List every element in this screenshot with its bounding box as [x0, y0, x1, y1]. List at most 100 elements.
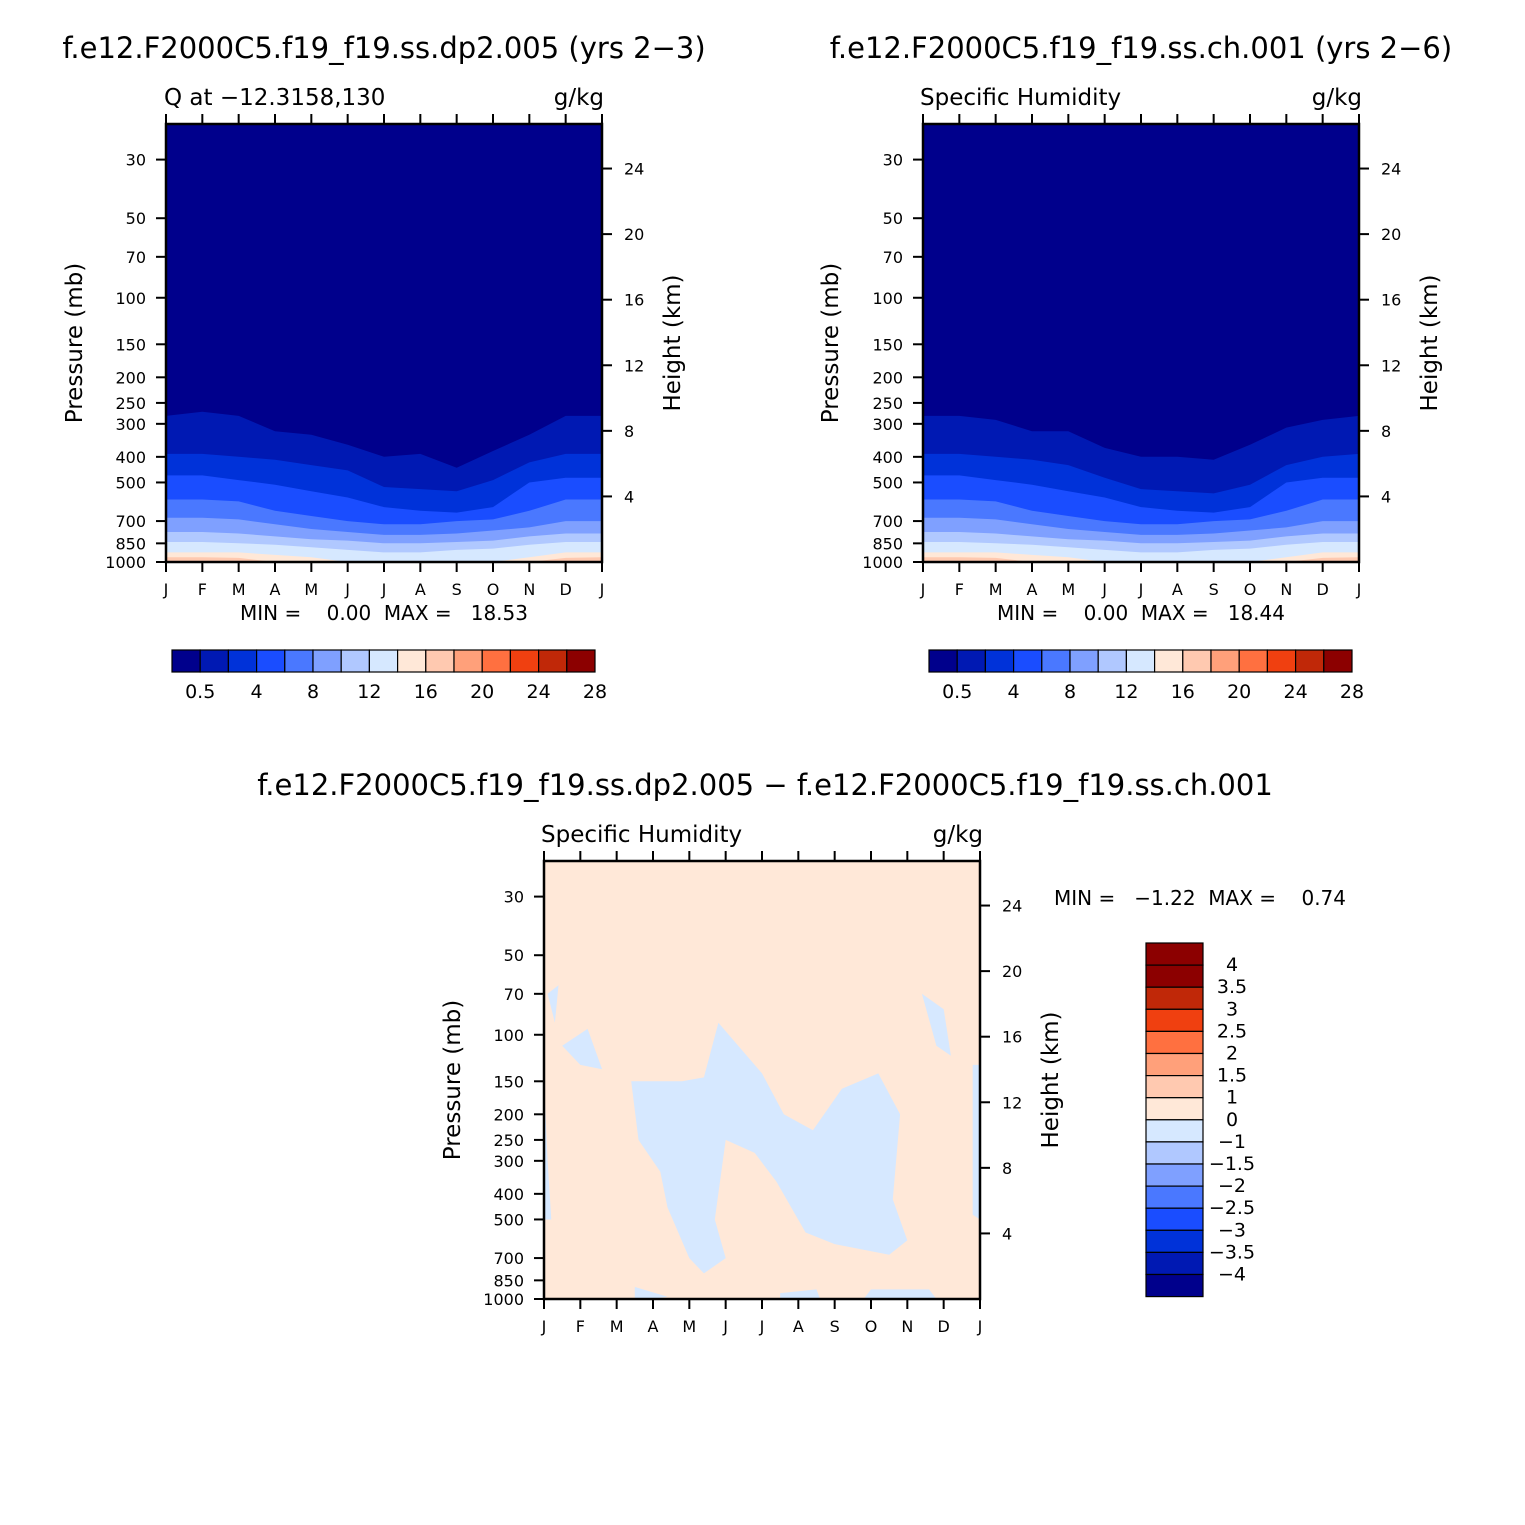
colorbar-label: −2: [1218, 1175, 1246, 1197]
panel-1-ylabel: Pressure (mb): [62, 263, 88, 423]
month-label: O: [1244, 580, 1257, 599]
panel-2-ylabel: Pressure (mb): [818, 263, 844, 423]
panel-2-title: f.e12.F2000C5.f19_f19.ss.ch.001 (yrs 2−6…: [830, 31, 1452, 65]
contour-band-8: [923, 552, 1359, 562]
colorbar-swatch: [1145, 986, 1204, 1010]
pressure-tick-label: 200: [493, 1105, 524, 1124]
colorbar-swatch: [1210, 649, 1240, 673]
colorbar-swatch: [425, 649, 455, 673]
pressure-tick-label: 100: [115, 289, 146, 308]
height-tick-label: 24: [624, 160, 644, 179]
month-label: J: [163, 580, 169, 599]
colorbar-swatch: [171, 649, 201, 673]
contour-band-8: [166, 552, 602, 562]
pressure-tick-label: 500: [493, 1210, 524, 1229]
pressure-tick-label: 400: [872, 448, 903, 467]
colorbar-label: 8: [307, 681, 319, 703]
colorbar-swatch: [1153, 649, 1184, 673]
colorbar-label: −2.5: [1209, 1197, 1255, 1219]
colorbar-swatch: [537, 649, 568, 673]
height-tick-label: 4: [1381, 487, 1391, 506]
colorbar-swatch: [1012, 649, 1043, 673]
month-label: A: [1027, 580, 1038, 599]
colorbar-label: −3: [1218, 1219, 1246, 1241]
colorbar-swatch: [566, 649, 596, 673]
panel-2-left-label: Specific Humidity: [920, 85, 1121, 111]
month-label: D: [560, 580, 572, 599]
colorbar-swatch: [1145, 964, 1204, 988]
pressure-tick-label: 30: [883, 151, 903, 170]
panel-3-y2label: Height (km): [1038, 1011, 1064, 1148]
colorbar-swatch: [1145, 1163, 1204, 1187]
colorbar-label: 0.5: [942, 681, 972, 703]
diff-negative-region: [562, 1028, 603, 1070]
panel-1-contour-fills: [166, 124, 602, 562]
height-tick-label: 12: [624, 356, 644, 375]
month-label: S: [452, 580, 462, 599]
pressure-tick-label: 300: [115, 415, 146, 434]
pressure-tick-label: 200: [115, 368, 146, 387]
colorbar-swatch: [1145, 1207, 1204, 1231]
panel-2-colorbar: 0.5 4 8 12 16 20 24 28: [928, 649, 1364, 703]
pressure-tick-label: 200: [872, 368, 903, 387]
colorbar-label: 16: [414, 681, 438, 703]
colorbar-label: 28: [1340, 681, 1364, 703]
month-label: J: [344, 580, 350, 599]
height-tick-label: 12: [1381, 356, 1401, 375]
colorbar-swatch: [1145, 1008, 1204, 1032]
diff-negative-region: [780, 1289, 821, 1299]
colorbar-swatch: [984, 649, 1015, 673]
colorbar-label: 0: [1226, 1109, 1238, 1131]
pressure-tick-label: 100: [493, 1026, 524, 1045]
height-tick-label: 4: [624, 487, 634, 506]
panel-1-stats: MIN = 0.00 MAX = 18.53: [240, 601, 528, 625]
height-tick-label: 8: [624, 422, 634, 441]
colorbar-label: 2: [1226, 1043, 1238, 1065]
colorbar-swatch: [1323, 649, 1353, 673]
height-tick-label: 24: [1381, 160, 1401, 179]
colorbar-label: −4: [1218, 1264, 1246, 1286]
pressure-tick-label: 250: [872, 394, 903, 413]
pressure-tick-label: 400: [115, 448, 146, 467]
height-tick-label: 20: [1381, 225, 1401, 244]
colorbar-swatch: [453, 649, 483, 673]
colorbar-label: 16: [1171, 681, 1195, 703]
month-label: M: [232, 580, 246, 599]
month-label: M: [989, 580, 1003, 599]
month-label: M: [304, 580, 318, 599]
colorbar-label: 1: [1226, 1087, 1238, 1109]
pressure-tick-label: 50: [126, 209, 146, 228]
colorbar-swatch: [1145, 1097, 1204, 1121]
colorbar-swatch: [312, 649, 342, 673]
colorbar-swatch: [1145, 1185, 1204, 1209]
colorbar-label: 24: [527, 681, 551, 703]
month-label: J: [920, 580, 926, 599]
pressure-tick-label: 70: [504, 985, 524, 1004]
colorbar-label: 4: [1226, 954, 1238, 976]
colorbar-swatch: [340, 649, 371, 673]
pressure-tick-label: 700: [872, 512, 903, 531]
colorbar-label: 3.5: [1217, 976, 1247, 998]
panel-3-left-label: Specific Humidity: [541, 822, 742, 848]
colorbar-swatch: [1145, 1074, 1204, 1099]
colorbar-swatch: [1125, 649, 1156, 673]
height-tick-label: 16: [1381, 291, 1401, 310]
colorbar-swatch: [1294, 649, 1325, 673]
colorbar-label: 4: [251, 681, 263, 703]
pressure-tick-label: 30: [126, 151, 146, 170]
height-tick-label: 12: [1002, 1093, 1022, 1112]
panel-2: f.e12.F2000C5.f19_f19.ss.ch.001 (yrs 2−6…: [818, 31, 1452, 703]
panel-1-units: g/kg: [554, 85, 604, 111]
pressure-tick-label: 30: [504, 888, 524, 907]
pressure-tick-label: 300: [872, 415, 903, 434]
height-tick-label: 20: [624, 225, 644, 244]
colorbar-swatch: [1266, 649, 1297, 673]
pressure-tick-label: 700: [493, 1249, 524, 1268]
diff-negative-region: [631, 1022, 908, 1274]
month-label: M: [610, 1317, 624, 1336]
colorbar-swatch: [1145, 1251, 1204, 1276]
colorbar-label: −3.5: [1209, 1241, 1255, 1263]
month-label: J: [381, 580, 387, 599]
